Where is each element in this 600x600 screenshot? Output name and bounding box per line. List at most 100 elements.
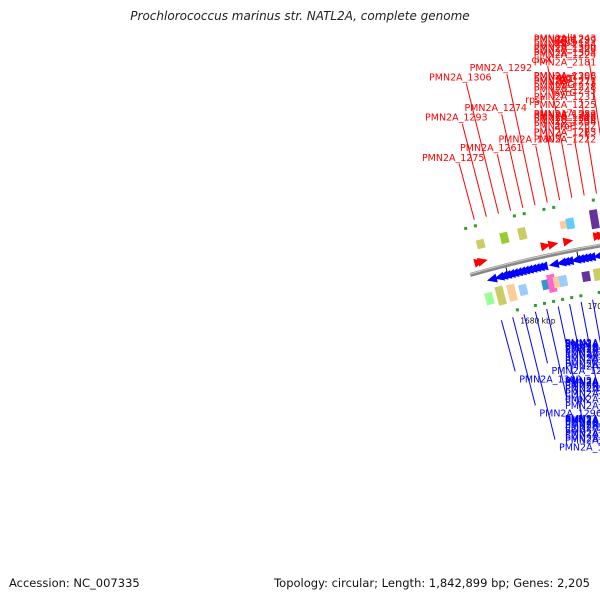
backbone-highlight bbox=[469, 244, 600, 275]
forward-gene-label: mraY bbox=[553, 72, 578, 83]
topology-text: Topology: circular; Length: 1,842,899 bp… bbox=[274, 576, 590, 590]
forward-gene-arrow bbox=[547, 240, 559, 250]
forward-gene-label: PMN2A_2184 bbox=[534, 39, 597, 50]
gc-marker bbox=[591, 198, 595, 202]
forward-gene-label: PMN2A_1245 bbox=[534, 86, 597, 97]
reverse-gene-label: PMN2A_1229 bbox=[565, 384, 600, 395]
forward-gene-label: thiG bbox=[555, 80, 575, 91]
forward-gene-label: PMN2A_1249 bbox=[534, 110, 597, 121]
reverse-gene-label: PMN2A_1282 bbox=[565, 381, 600, 392]
reverse-gene-label: dnaK bbox=[565, 394, 590, 405]
cog-feature-block bbox=[518, 283, 529, 297]
forward-gene-label: PMN2A_2181 bbox=[534, 57, 597, 68]
gene-connector-line bbox=[592, 299, 600, 344]
forward-gene-arrow bbox=[540, 242, 551, 252]
forward-gene-label: PMN2A_1304 bbox=[534, 48, 597, 59]
forward-gene-label: PMN2A_1273 bbox=[534, 77, 597, 88]
gc-marker bbox=[561, 297, 565, 301]
reverse-gene-label: PMN2A_1227 bbox=[565, 377, 600, 388]
reverse-gene-label: PMN2A_1230 bbox=[565, 394, 600, 405]
gc-marker bbox=[552, 205, 556, 209]
reverse-gene-label: PMN2A_1257 bbox=[565, 389, 600, 400]
forward-gene-label: PMN2A_1308 bbox=[534, 71, 597, 82]
forward-gene-label: PMN2A_1293 bbox=[425, 113, 488, 124]
reverse-gene-label: PMN2A_1270 bbox=[565, 384, 600, 395]
reverse-gene-arrow bbox=[537, 261, 549, 271]
reverse-gene-label: PMN2A_1244 bbox=[565, 353, 600, 364]
reverse-gene-label: PMN2A_1219 bbox=[565, 376, 600, 387]
reverse-gene-label: PMN2A_1258 bbox=[565, 436, 600, 447]
gene-connector-line bbox=[465, 83, 499, 214]
reverse-gene-arrow bbox=[570, 254, 582, 264]
forward-gene-arrow bbox=[562, 237, 574, 247]
cog-feature-block bbox=[592, 267, 600, 282]
reverse-gene-label: PMN2A_1266 bbox=[565, 344, 600, 355]
genome-backbone bbox=[469, 243, 600, 277]
forward-gene-label: PMN2A_1271 bbox=[534, 76, 597, 87]
forward-gene-label: gcvT bbox=[554, 36, 577, 47]
forward-gene-label: PMN2A_1261 bbox=[460, 143, 523, 154]
gene-connector-line bbox=[580, 301, 599, 392]
forward-gene-arrow bbox=[476, 257, 488, 267]
reverse-gene-label: PMN2A_1250 bbox=[565, 381, 600, 392]
forward-gene-label: PMN2A_1243 bbox=[534, 34, 597, 45]
reverse-gene-label: PMN2A_1269 bbox=[565, 378, 600, 389]
forward-gene-label: rplT bbox=[556, 74, 575, 85]
forward-gene-arrow bbox=[596, 231, 600, 241]
scale-tick-mark bbox=[576, 251, 579, 257]
reverse-gene-label: PMN2A_1218 bbox=[565, 417, 600, 428]
reverse-gene-label: PMN2A_1236 bbox=[565, 415, 600, 426]
forward-gene-label: PMN2A_1223 bbox=[534, 127, 597, 138]
forward-gene-label: PMN2A_1231 bbox=[534, 92, 597, 103]
reverse-gene-label: PMN2A_1307 bbox=[565, 430, 600, 441]
forward-gene-label: PMN2A_1232 bbox=[534, 121, 597, 132]
gene-connector-line bbox=[500, 320, 516, 372]
gene-connector-line bbox=[546, 308, 568, 398]
reverse-gene-label: PMN2A_1247 bbox=[565, 428, 600, 439]
forward-gene-label: tig bbox=[559, 73, 571, 84]
gene-connector-line bbox=[506, 73, 536, 206]
forward-gene-label: PMN2A_1275 bbox=[422, 153, 485, 164]
cog-feature-block bbox=[517, 226, 528, 241]
cog-feature-block bbox=[483, 291, 495, 306]
forward-gene-label: PMN2A_1299 bbox=[534, 35, 597, 46]
gene-connector-line bbox=[461, 123, 487, 217]
reverse-gene-label: PMN2A_1237 bbox=[565, 345, 600, 356]
reverse-gene-label: PMN2A_1302 bbox=[519, 374, 582, 385]
scale-tick-mark bbox=[505, 267, 508, 273]
cog-feature-block bbox=[558, 274, 569, 288]
forward-gene-label: PMN2A_1256 bbox=[534, 71, 597, 82]
gene-connector-line bbox=[588, 59, 600, 137]
reverse-gene-arrow bbox=[563, 256, 575, 265]
cog-feature-block bbox=[506, 283, 518, 302]
gene-connector-line bbox=[458, 163, 475, 220]
reverse-gene-label: PMN2A_1234 bbox=[565, 342, 600, 353]
forward-gene-label: rpmI bbox=[554, 34, 576, 45]
gc-marker bbox=[515, 308, 519, 312]
accession-text: Accession: NC_007335 bbox=[9, 576, 140, 590]
reverse-gene-label: secA bbox=[565, 338, 588, 349]
gc-marker bbox=[542, 207, 546, 211]
reverse-gene-arrow bbox=[585, 252, 597, 261]
forward-gene-label: PMN2A_1312 bbox=[534, 113, 597, 124]
forward-gene-label: PMN2A_1246 bbox=[534, 113, 597, 124]
gene-connector-line bbox=[569, 304, 581, 357]
cog-feature-block bbox=[475, 238, 486, 250]
gc-marker bbox=[597, 291, 600, 294]
forward-gene-label: clpX bbox=[531, 55, 552, 66]
reverse-gene-label: PMN2A_1240 bbox=[565, 421, 600, 432]
reverse-gene-label: PMN2A_1188 bbox=[565, 361, 600, 372]
cog-feature-block bbox=[588, 209, 600, 230]
reverse-gene-label: PMN2A_1310 bbox=[565, 348, 600, 359]
forward-gene-label: PMN2A_1222 bbox=[534, 135, 597, 146]
forward-gene-label: PMN2A_1292 bbox=[470, 63, 533, 74]
reverse-gene-label: PMN2A_1297 bbox=[565, 401, 600, 412]
forward-gene-label: aspS bbox=[554, 38, 577, 49]
forward-gene-label: PMN2A_1225 bbox=[534, 100, 597, 111]
reverse-gene-label: PMN2A_1277 bbox=[552, 366, 600, 377]
reverse-gene-label: PMN2A_1205 bbox=[565, 340, 600, 351]
gene-connector-line bbox=[523, 314, 556, 440]
reverse-gene-label: PMN2A_1226 bbox=[565, 423, 600, 434]
forward-gene-label: rpsF bbox=[525, 95, 545, 106]
